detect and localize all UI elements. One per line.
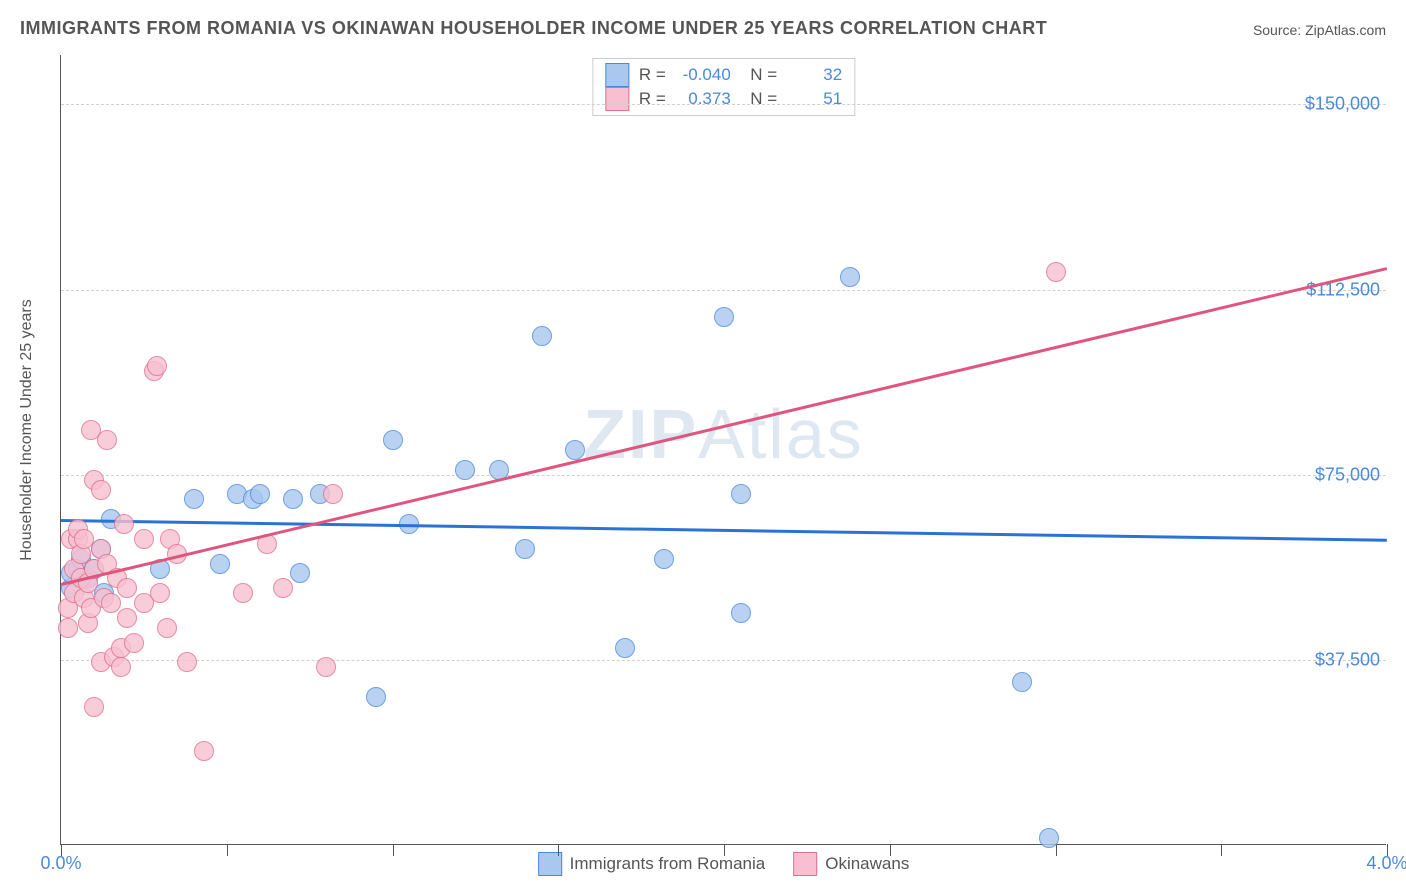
- scatter-point: [117, 608, 137, 628]
- x-tick: [890, 844, 891, 856]
- scatter-point: [210, 554, 230, 574]
- scatter-point: [101, 593, 121, 613]
- scatter-point: [157, 618, 177, 638]
- scatter-point: [532, 326, 552, 346]
- scatter-point: [250, 484, 270, 504]
- legend-r-label: R =: [639, 65, 666, 85]
- scatter-point: [654, 549, 674, 569]
- scatter-point: [184, 489, 204, 509]
- source-attribution: Source: ZipAtlas.com: [1253, 22, 1386, 38]
- x-tick-label: 0.0%: [40, 853, 81, 874]
- scatter-point: [731, 484, 751, 504]
- scatter-point: [177, 652, 197, 672]
- scatter-point: [114, 514, 134, 534]
- legend-series-name: Okinawans: [825, 854, 909, 874]
- scatter-point: [273, 578, 293, 598]
- x-tick: [1056, 844, 1057, 856]
- y-axis-title: Householder Income Under 25 years: [18, 299, 36, 560]
- scatter-point: [714, 307, 734, 327]
- watermark-thin: Atlas: [698, 395, 864, 473]
- scatter-chart: ZIPAtlas R =-0.040 N =32R =0.373 N =51 I…: [60, 55, 1386, 845]
- legend-row: R = 0.373 N = 51: [605, 87, 842, 111]
- scatter-point: [84, 697, 104, 717]
- legend-n-value: 32: [787, 65, 842, 85]
- legend-r-value: 0.373: [676, 89, 731, 109]
- legend-n-value: 51: [787, 89, 842, 109]
- scatter-point: [134, 529, 154, 549]
- x-tick: [558, 844, 559, 856]
- scatter-point: [97, 430, 117, 450]
- source-label: Source:: [1253, 22, 1305, 38]
- scatter-point: [455, 460, 475, 480]
- legend-item: Okinawans: [793, 852, 909, 876]
- scatter-point: [283, 489, 303, 509]
- legend-item: Immigrants from Romania: [538, 852, 766, 876]
- y-tick-label: $112,500: [1306, 279, 1380, 300]
- legend-row: R = -0.040 N = 32: [605, 63, 842, 87]
- scatter-point: [290, 563, 310, 583]
- legend-series-name: Immigrants from Romania: [570, 854, 766, 874]
- scatter-point: [1039, 828, 1059, 848]
- scatter-point: [316, 657, 336, 677]
- scatter-point: [323, 484, 343, 504]
- gridline: [61, 660, 1386, 661]
- y-tick-label: $37,500: [1315, 649, 1380, 670]
- x-tick-label: 4.0%: [1366, 853, 1406, 874]
- gridline: [61, 104, 1386, 105]
- scatter-point: [565, 440, 585, 460]
- scatter-point: [1046, 262, 1066, 282]
- scatter-point: [233, 583, 253, 603]
- chart-title: IMMIGRANTS FROM ROMANIA VS OKINAWAN HOUS…: [20, 18, 1047, 39]
- watermark-bold: ZIP: [583, 395, 698, 473]
- legend-swatch: [793, 852, 817, 876]
- gridline: [61, 290, 1386, 291]
- scatter-point: [615, 638, 635, 658]
- x-tick: [724, 844, 725, 856]
- scatter-point: [91, 480, 111, 500]
- x-tick: [393, 844, 394, 856]
- y-tick-label: $150,000: [1305, 94, 1380, 115]
- legend-swatch: [605, 87, 629, 111]
- scatter-point: [117, 578, 137, 598]
- scatter-point: [731, 603, 751, 623]
- legend-n-label: N =: [741, 89, 777, 109]
- y-tick-label: $75,000: [1315, 464, 1380, 485]
- scatter-point: [515, 539, 535, 559]
- scatter-point: [383, 430, 403, 450]
- gridline: [61, 475, 1386, 476]
- scatter-point: [147, 356, 167, 376]
- scatter-point: [366, 687, 386, 707]
- scatter-point: [150, 583, 170, 603]
- correlation-legend: R = -0.040 N = 32 R = 0.373 N = 51: [592, 58, 855, 116]
- scatter-point: [194, 741, 214, 761]
- legend-r-value: -0.040: [676, 65, 731, 85]
- scatter-point: [111, 657, 131, 677]
- scatter-point: [124, 633, 144, 653]
- watermark: ZIPAtlas: [583, 394, 864, 474]
- legend-n-label: N =: [741, 65, 777, 85]
- x-tick: [1221, 844, 1222, 856]
- x-tick: [227, 844, 228, 856]
- legend-r-label: R =: [639, 89, 666, 109]
- legend-swatch: [605, 63, 629, 87]
- source-value: ZipAtlas.com: [1305, 22, 1386, 38]
- scatter-point: [58, 618, 78, 638]
- scatter-point: [1012, 672, 1032, 692]
- scatter-point: [840, 267, 860, 287]
